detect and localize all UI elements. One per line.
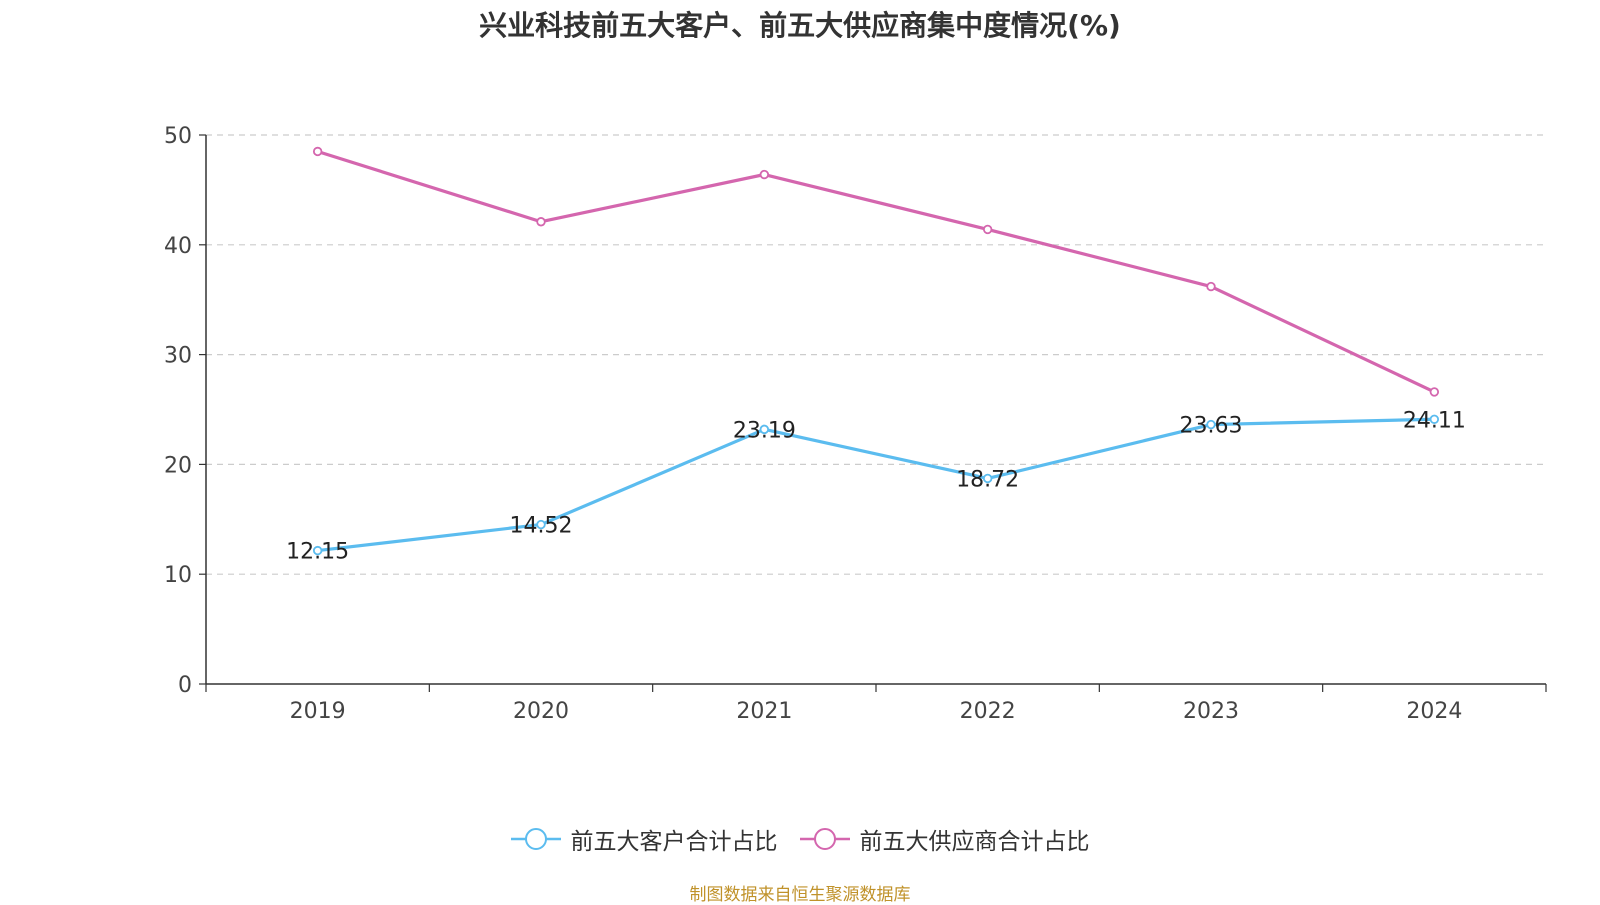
y-tick-label: 20 [164,453,192,478]
data-labels: 12.15 14.52 23.19 18.72 23.63 24.11 [286,408,1466,564]
legend: 前五大客户合计占比 前五大供应商合计占比 [0,822,1600,856]
y-tick-label: 30 [164,344,192,369]
x-tick-label: 2020 [513,699,569,724]
grid-lines [206,134,1546,575]
data-point [312,146,323,157]
x-tick-label: 2023 [1183,699,1239,724]
legend-item-1[interactable]: 前五大客户合计占比 [510,822,778,856]
series-lines [317,149,1436,553]
data-label: 23.63 [1180,414,1243,439]
data-label: 18.72 [956,467,1019,492]
y-tick-label: 0 [178,673,192,698]
legend-label: 前五大供应商合计占比 [859,829,1090,855]
data-point [1429,414,1440,424]
data-point [759,424,770,435]
series-line-2 [317,149,1436,394]
source-note: 制图数据来自恒生聚源数据库 [689,885,911,905]
legend-item-2[interactable]: 前五大供应商合计占比 [799,822,1090,856]
legend-circle [524,828,547,850]
data-label: 24.11 [1403,408,1466,433]
data-point [1206,419,1216,430]
data-point [536,217,546,227]
legend-marker-icon [510,828,561,850]
data-point [1429,387,1440,397]
x-tick-label: 2019 [290,699,346,724]
legend-circle [813,828,836,850]
x-tick-label: 2021 [736,699,792,724]
series-line-1 [317,417,1435,553]
data-point [759,169,770,180]
axes: 0 10 20 30 40 50 2019 2020 2021 2022 2023 2024 [164,124,1547,724]
x-tick-label: 2024 [1406,699,1462,724]
chart-title: 兴业科技前五大客户、前五大供应商集中度情况(%) [479,9,1121,42]
data-label: 23.19 [733,418,796,443]
legend-marker-icon [799,828,850,850]
data-point [1206,281,1216,292]
y-tick-label: 10 [164,563,192,588]
data-label: 12.15 [286,540,349,565]
y-tick-label: 50 [164,124,192,149]
data-point [536,519,546,530]
data-point [312,545,323,556]
data-point [982,224,993,235]
x-tick-label: 2022 [960,699,1016,724]
data-point [982,473,993,484]
data-points [312,146,1440,556]
legend-label: 前五大客户合计占比 [570,829,778,855]
data-label: 14.52 [510,514,573,539]
y-tick-label: 40 [164,234,192,259]
